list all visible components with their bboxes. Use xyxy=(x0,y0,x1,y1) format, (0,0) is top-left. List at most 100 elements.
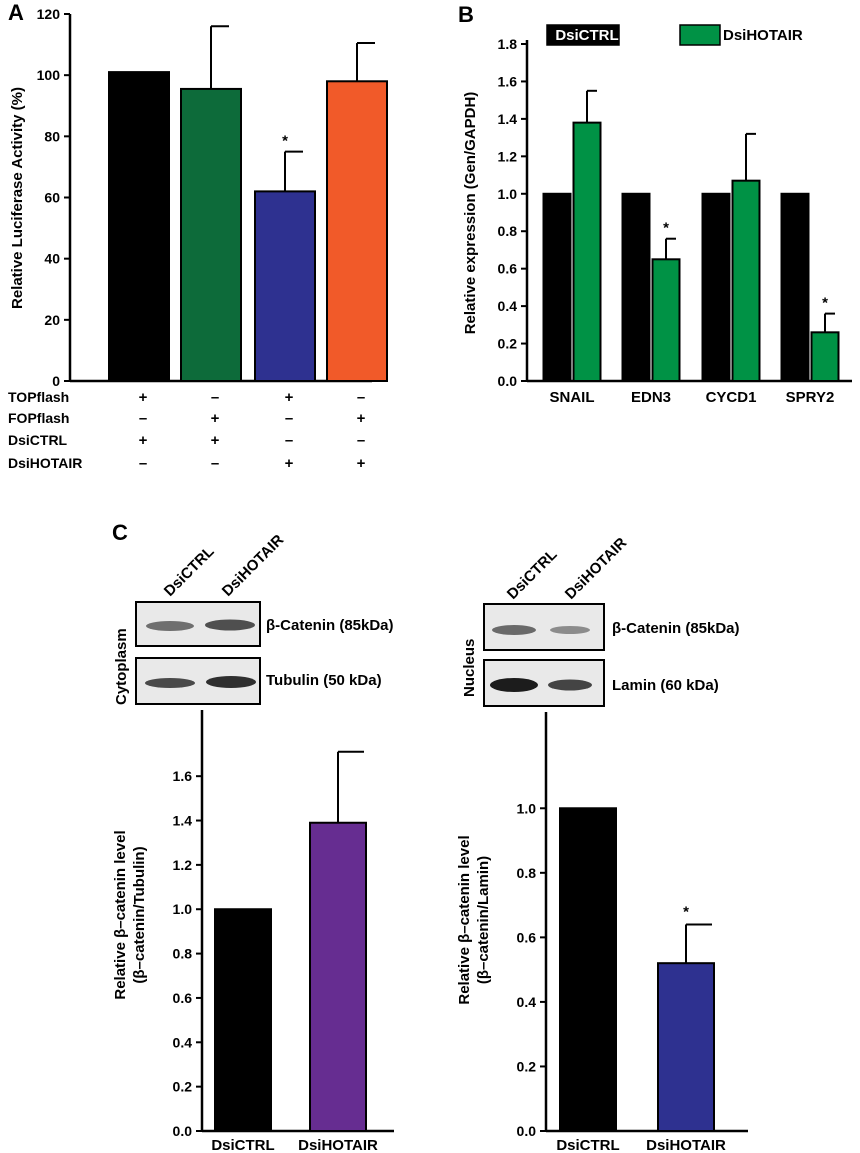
significance-marker: * xyxy=(282,133,288,150)
panel-b-label: B xyxy=(458,2,474,27)
blot-nuc-row-label: Lamin (60 kDa) xyxy=(612,677,719,694)
blot-cyto-lane-label: DsiCTRL xyxy=(161,543,218,600)
condition-row-label: DsiHOTAIR xyxy=(8,455,82,471)
y-tick-label: 1.6 xyxy=(173,768,193,784)
y-axis-label: Relative expression (Gen/GAPDH) xyxy=(462,92,479,335)
y-tick-label: 0.4 xyxy=(498,298,518,314)
y-axis-label-secondary: (β–catenin/Lamin) xyxy=(475,856,492,984)
x-tick-label: CYCD1 xyxy=(706,389,757,406)
y-tick-label: 1.0 xyxy=(517,800,537,816)
y-tick-label: 0.6 xyxy=(498,261,518,277)
blot-nuc-lane-label: DsiCTRL xyxy=(504,546,561,603)
y-tick-label: 0.0 xyxy=(498,373,518,389)
chart-b: 0.0 0.2 0.4 0.6 0.8 1.0 1.2 1.4 1.6 1.8 SNAIL * EDN3… xyxy=(462,24,852,406)
condition-sign: – xyxy=(285,432,293,449)
condition-sign: + xyxy=(211,432,220,449)
condition-sign: + xyxy=(357,410,366,427)
bar xyxy=(542,192,572,382)
legend-label: DsiCTRL xyxy=(555,27,618,44)
y-tick-label: 1.2 xyxy=(173,857,193,873)
y-tick-label: 0.6 xyxy=(517,929,537,945)
y-tick-label: 1.0 xyxy=(173,901,193,917)
y-tick-label: 0.4 xyxy=(173,1034,193,1050)
condition-row-label: DsiCTRL xyxy=(8,432,68,448)
chart-a: 0 20 40 60 80 100 120 * Relative Luciferase Acti… xyxy=(8,6,388,472)
y-tick-label: 1.4 xyxy=(498,111,518,127)
bar xyxy=(108,71,170,382)
bar xyxy=(254,190,316,382)
bar xyxy=(559,807,617,1132)
condition-sign: – xyxy=(211,455,219,472)
legend-swatch xyxy=(546,24,620,46)
condition-sign: + xyxy=(285,389,294,406)
condition-sign: – xyxy=(139,455,147,472)
x-tick-label: DsiHOTAIR xyxy=(646,1137,726,1153)
bar xyxy=(657,962,715,1132)
condition-sign: + xyxy=(285,455,294,472)
y-tick-label: 0.6 xyxy=(173,990,193,1006)
panel-a-label: A xyxy=(8,0,24,25)
significance-marker: * xyxy=(663,220,669,237)
bar xyxy=(780,192,810,382)
condition-sign: + xyxy=(139,432,148,449)
condition-sign: – xyxy=(357,432,365,449)
blot-cytoplasm: DsiCTRL DsiHOTAIR Cytoplasm β-Catenin (8… xyxy=(113,531,394,705)
condition-sign: – xyxy=(211,389,219,406)
bar xyxy=(701,192,731,382)
y-tick-label: 1.6 xyxy=(498,73,518,89)
y-tick-label: 0.0 xyxy=(517,1123,537,1139)
condition-sign: – xyxy=(357,389,365,406)
bar xyxy=(326,80,388,383)
bar xyxy=(651,258,681,382)
y-tick-label: 1.8 xyxy=(498,36,518,52)
y-axis-label-secondary: (β–catenin/Tubulin) xyxy=(131,846,148,983)
y-tick-label: 100 xyxy=(37,67,61,83)
blot-cyto-lane-label: DsiHOTAIR xyxy=(219,531,288,600)
blot-band xyxy=(548,679,592,691)
condition-row-label: FOPflash xyxy=(8,410,69,426)
bar xyxy=(180,87,242,382)
y-tick-label: 1.0 xyxy=(498,186,518,202)
legend-label: DsiHOTAIR xyxy=(723,27,803,44)
y-tick-label: 0.8 xyxy=(173,946,193,962)
y-tick-label: 1.4 xyxy=(173,813,193,829)
y-tick-label: 0.8 xyxy=(517,865,537,881)
y-tick-label: 0.8 xyxy=(498,223,518,239)
condition-sign: – xyxy=(285,410,293,427)
y-tick-label: 120 xyxy=(37,6,61,22)
bar xyxy=(572,121,602,382)
x-tick-label: EDN3 xyxy=(631,389,671,406)
bar xyxy=(731,179,761,382)
y-tick-label: 60 xyxy=(44,190,60,206)
chart-c-nucleus: 0.0 0.2 0.4 0.6 0.8 1.0 DsiCTRL * DsiHOTAIR Relat… xyxy=(456,712,748,1153)
blot-cyto-row-label: β-Catenin (85kDa) xyxy=(266,617,394,634)
bar xyxy=(621,192,651,382)
y-tick-label: 0.0 xyxy=(173,1123,193,1139)
blot-band xyxy=(492,625,536,635)
y-tick-label: 1.2 xyxy=(498,148,518,164)
condition-row-label: TOPflash xyxy=(8,389,69,405)
blot-cyto-compartment: Cytoplasm xyxy=(113,628,130,705)
y-axis-label: Relative β–catenin level xyxy=(456,835,473,1004)
x-tick-label: SNAIL xyxy=(550,389,595,406)
blot-nucleus: DsiCTRL DsiHOTAIR Nucleus β-Catenin (85k… xyxy=(461,534,740,707)
condition-sign: + xyxy=(139,389,148,406)
panel-c-label: C xyxy=(112,520,128,545)
y-axis-label: Relative Luciferase Activity (%) xyxy=(9,87,26,309)
blot-band xyxy=(490,678,538,692)
blot-nuc-compartment: Nucleus xyxy=(461,639,478,697)
y-tick-label: 20 xyxy=(44,312,60,328)
blot-nuc-lane-label: DsiHOTAIR xyxy=(562,534,631,603)
x-tick-label: SPRY2 xyxy=(786,389,835,406)
y-tick-label: 0.2 xyxy=(173,1079,193,1095)
bar xyxy=(214,908,272,1132)
y-tick-label: 0 xyxy=(52,373,60,389)
y-axis-label: Relative β–catenin level xyxy=(112,830,129,999)
blot-band xyxy=(205,619,255,631)
condition-sign: + xyxy=(357,455,366,472)
condition-sign: – xyxy=(139,410,147,427)
blot-band xyxy=(550,626,590,634)
blot-band xyxy=(206,676,256,688)
bar xyxy=(309,821,367,1132)
